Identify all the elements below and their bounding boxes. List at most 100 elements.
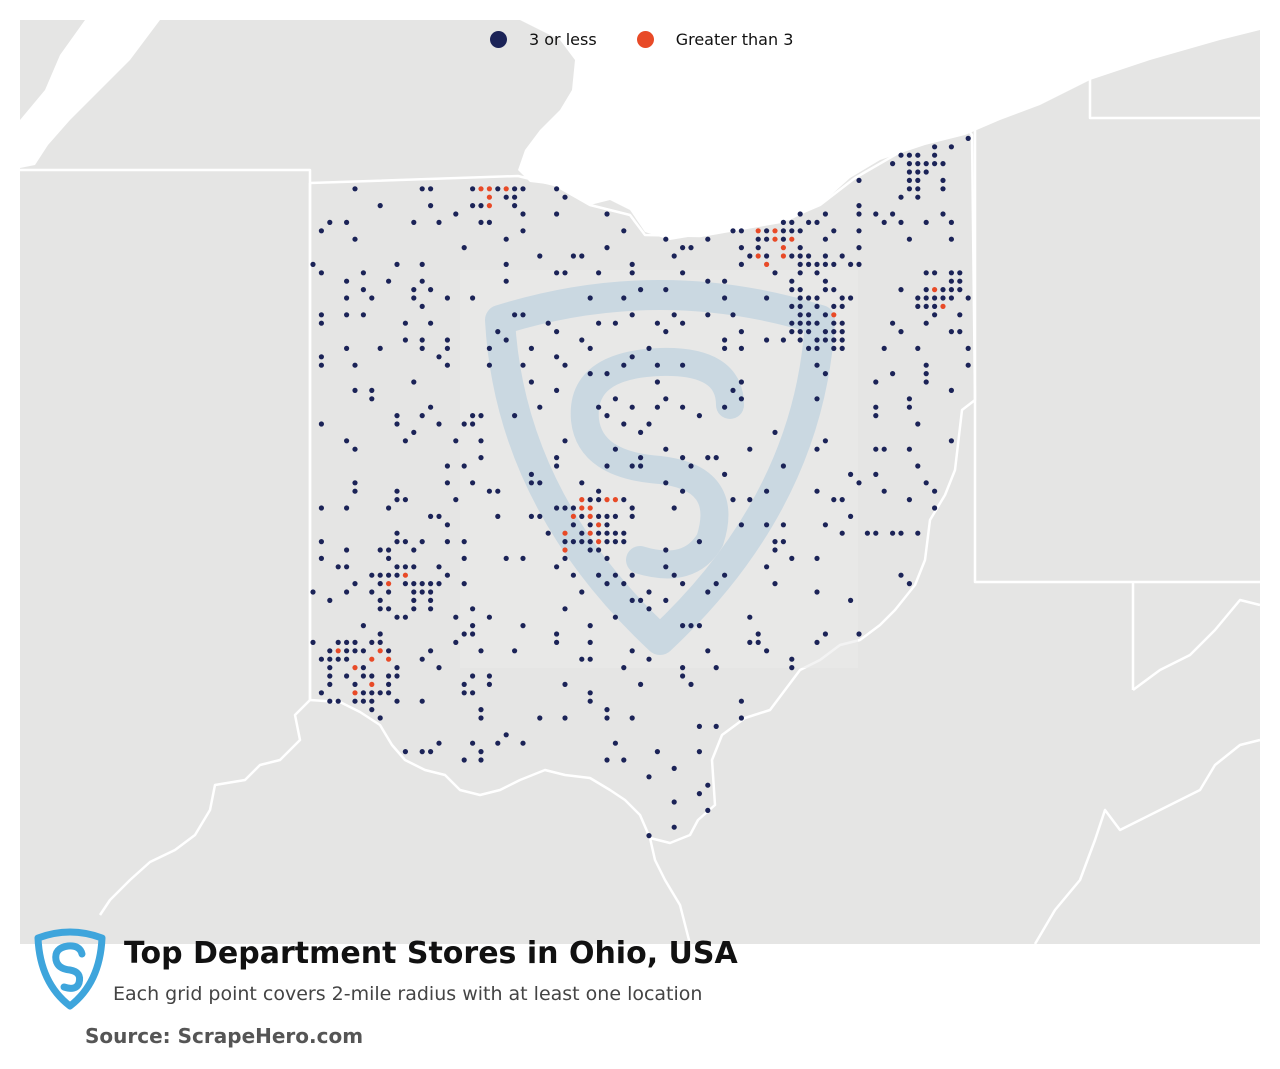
grid-point-low bbox=[856, 203, 862, 209]
grid-point-low bbox=[528, 379, 535, 385]
grid-point-low bbox=[915, 194, 921, 200]
grid-point-low bbox=[394, 488, 400, 494]
grid-point-high bbox=[335, 648, 341, 654]
grid-point-low bbox=[520, 555, 526, 562]
grid-point-high bbox=[612, 497, 619, 503]
grid-point-low bbox=[470, 203, 476, 209]
grid-point-low bbox=[394, 261, 400, 267]
grid-point-low bbox=[696, 749, 703, 755]
grid-point-low bbox=[562, 555, 568, 562]
grid-point-low bbox=[764, 522, 770, 528]
grid-point-low bbox=[327, 681, 333, 688]
grid-point-low bbox=[377, 631, 383, 637]
grid-point-low bbox=[814, 295, 820, 301]
logo-s bbox=[52, 942, 86, 992]
grid-point-low bbox=[537, 253, 543, 259]
grid-point-low bbox=[604, 715, 610, 721]
grid-point-low bbox=[360, 312, 366, 318]
grid-point-low bbox=[411, 564, 417, 570]
grid-point-low bbox=[453, 438, 459, 444]
grid-point-low bbox=[705, 589, 711, 595]
grid-point-low bbox=[948, 287, 955, 293]
grid-point-low bbox=[402, 749, 408, 755]
grid-point-low bbox=[344, 648, 350, 654]
grid-point-low bbox=[318, 362, 324, 368]
grid-point-low bbox=[814, 303, 820, 309]
grid-point-low bbox=[663, 564, 669, 570]
grid-point-low bbox=[360, 673, 366, 679]
grid-point-low bbox=[864, 530, 871, 536]
grid-point-low bbox=[915, 161, 921, 167]
grid-point-low bbox=[932, 505, 938, 511]
grid-point-low bbox=[906, 152, 913, 158]
grid-point-low bbox=[596, 497, 602, 503]
grid-point-low bbox=[604, 757, 610, 763]
grid-point-low bbox=[327, 597, 333, 604]
grid-point-low bbox=[369, 707, 375, 713]
grid-point-low bbox=[806, 329, 812, 335]
grid-point-low bbox=[780, 463, 787, 469]
grid-point-low bbox=[511, 203, 518, 209]
grid-point-low bbox=[327, 219, 333, 225]
grid-point-low bbox=[806, 320, 812, 326]
grid-point-low bbox=[318, 505, 324, 511]
grid-point-low bbox=[806, 312, 812, 318]
watermark-s bbox=[570, 347, 744, 579]
grid-point-low bbox=[932, 270, 938, 276]
grid-point-low bbox=[957, 312, 963, 318]
grid-point-high bbox=[377, 648, 383, 654]
grid-point-low bbox=[797, 253, 803, 259]
grid-point-low bbox=[646, 421, 652, 427]
grid-point-low bbox=[906, 581, 913, 587]
grid-point-low bbox=[377, 606, 383, 612]
grid-point-low bbox=[360, 270, 366, 276]
grid-point-low bbox=[604, 513, 610, 520]
grid-point-low bbox=[470, 413, 476, 419]
grid-point-low bbox=[486, 219, 492, 225]
grid-point-high bbox=[587, 530, 593, 536]
grid-point-low bbox=[596, 513, 602, 520]
grid-point-low bbox=[562, 270, 568, 276]
grid-point-low bbox=[369, 295, 375, 301]
grid-point-low bbox=[478, 757, 484, 763]
grid-point-low bbox=[503, 555, 509, 562]
grid-point-low bbox=[604, 211, 610, 217]
grid-point-low bbox=[621, 581, 627, 587]
grid-point-low bbox=[335, 564, 341, 570]
grid-point-low bbox=[722, 345, 728, 351]
grid-point-low bbox=[377, 203, 383, 209]
grid-point-low bbox=[360, 690, 366, 696]
grid-point-low bbox=[579, 253, 585, 259]
grid-point-low bbox=[738, 261, 745, 267]
grid-point-low bbox=[604, 413, 610, 419]
grid-point-low bbox=[612, 740, 619, 746]
grid-point-low bbox=[873, 413, 879, 419]
grid-point-low bbox=[352, 648, 358, 654]
grid-point-low bbox=[554, 211, 560, 217]
newyork-border bbox=[1088, 20, 1260, 120]
grid-point-low bbox=[965, 362, 971, 368]
grid-point-low bbox=[621, 665, 627, 671]
grid-point-low bbox=[419, 303, 425, 309]
grid-point-low bbox=[495, 740, 501, 746]
grid-point-low bbox=[394, 572, 400, 578]
grid-point-low bbox=[948, 219, 955, 225]
grid-point-high bbox=[486, 194, 492, 200]
grid-point-low bbox=[629, 354, 635, 360]
grid-point-low bbox=[705, 807, 711, 814]
grid-point-low bbox=[948, 438, 955, 444]
grid-point-low bbox=[839, 329, 845, 335]
grid-point-low bbox=[923, 169, 929, 175]
grid-point-low bbox=[411, 429, 417, 435]
grid-point-low bbox=[638, 597, 644, 604]
grid-point-low bbox=[873, 471, 879, 477]
grid-point-low bbox=[923, 480, 929, 486]
grid-point-low bbox=[722, 278, 728, 284]
grid-point-low bbox=[822, 287, 829, 293]
grid-point-low bbox=[310, 261, 316, 267]
grid-point-low bbox=[822, 278, 829, 284]
grid-point-low bbox=[570, 539, 577, 545]
grid-point-low bbox=[511, 186, 518, 192]
grid-point-low bbox=[965, 345, 971, 351]
grid-point-low bbox=[545, 320, 551, 326]
